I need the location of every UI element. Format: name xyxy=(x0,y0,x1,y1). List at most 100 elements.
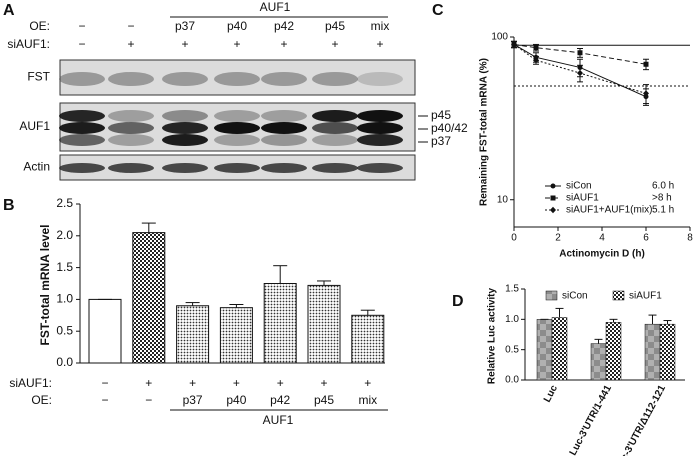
row-value: − xyxy=(78,19,85,33)
legend-marker xyxy=(550,183,556,189)
x-tick-label: 2 xyxy=(555,233,561,244)
bar xyxy=(644,323,661,381)
point xyxy=(643,90,649,97)
band xyxy=(108,163,154,173)
band xyxy=(108,72,154,86)
row-value: + xyxy=(233,376,240,390)
x-tick-label: 8 xyxy=(687,233,693,244)
band xyxy=(261,72,307,86)
band xyxy=(162,163,208,173)
x-tick-label: Luc-3'UTR/Δ112-121 xyxy=(613,383,668,456)
row-value: + xyxy=(181,37,188,51)
isoform-label: p37 xyxy=(431,134,451,148)
bar xyxy=(590,343,607,381)
row-value: + xyxy=(145,376,152,390)
band xyxy=(162,110,208,122)
row-label: siAUF1: xyxy=(7,37,50,51)
row-value: + xyxy=(331,37,338,51)
y-tick-label: 0.0 xyxy=(505,375,519,386)
bar xyxy=(307,284,341,364)
band xyxy=(312,163,358,173)
panel-label: C xyxy=(432,2,444,19)
row-value: p40 xyxy=(226,393,246,407)
row-value: + xyxy=(127,37,134,51)
bar xyxy=(176,305,210,364)
y-tick-label: 2.5 xyxy=(56,196,73,210)
band xyxy=(357,72,403,86)
series-line xyxy=(513,43,647,65)
point xyxy=(577,69,583,77)
series-line xyxy=(513,44,647,98)
y-axis-title: Relative Luc activity xyxy=(487,287,498,384)
row-value: p42 xyxy=(270,393,290,407)
row-value: + xyxy=(189,376,196,390)
legend-value: >8 h xyxy=(652,193,672,204)
band xyxy=(357,110,403,122)
bar xyxy=(551,317,568,381)
x-axis-title: Actinomycin D (h) xyxy=(559,249,645,260)
legend-label: siAUF1+AUF1(mix) xyxy=(566,205,652,216)
bar xyxy=(536,319,553,381)
x-tick-label: 6 xyxy=(643,233,649,244)
row-value: + xyxy=(233,37,240,51)
point xyxy=(533,57,539,64)
legend-label: siCon xyxy=(566,181,592,192)
row-value: p42 xyxy=(274,19,294,33)
row-value: mix xyxy=(358,393,377,407)
band xyxy=(214,122,260,134)
y-tick-label: 1.0 xyxy=(505,314,519,325)
band xyxy=(214,110,260,122)
row-value: p45 xyxy=(325,19,345,33)
legend-label: siAUF1 xyxy=(566,193,599,204)
group-label: AUF1 xyxy=(263,413,294,427)
band xyxy=(261,122,307,134)
band xyxy=(312,122,358,134)
series-line xyxy=(513,44,647,94)
band xyxy=(357,122,403,134)
row-value: p45 xyxy=(314,393,334,407)
band xyxy=(108,122,154,134)
band xyxy=(312,72,358,86)
panel-label: A xyxy=(3,2,15,19)
y-tick-label: 10 xyxy=(497,194,509,205)
y-tick-label: 0.0 xyxy=(56,355,73,369)
row-value: p40 xyxy=(227,19,247,33)
band xyxy=(214,163,260,173)
bar xyxy=(263,283,297,364)
band-label: FST xyxy=(27,70,50,84)
y-tick-label: 1.5 xyxy=(505,284,519,295)
row-label: siAUF1: xyxy=(9,376,52,390)
legend-marker xyxy=(550,206,556,214)
point xyxy=(511,41,517,48)
legend-swatch xyxy=(612,290,625,301)
row-value: + xyxy=(376,37,383,51)
band xyxy=(162,72,208,86)
y-tick-label: 0.5 xyxy=(56,323,73,337)
band xyxy=(357,163,403,173)
y-axis-title: Remaining FST-total mRNA (%) xyxy=(479,58,490,206)
row-label: OE: xyxy=(31,393,52,407)
band xyxy=(357,134,403,146)
bar xyxy=(659,323,676,381)
y-tick-label: 100 xyxy=(491,32,508,43)
band xyxy=(108,134,154,146)
legend-value: 6.0 h xyxy=(652,181,674,192)
legend-value: 5.1 h xyxy=(652,205,674,216)
band xyxy=(261,163,307,173)
row-value: p37 xyxy=(175,19,195,33)
band xyxy=(59,110,105,122)
row-label: OE: xyxy=(29,19,50,33)
band xyxy=(214,134,260,146)
row-value: + xyxy=(364,376,371,390)
x-tick-label: Luc xyxy=(542,383,560,404)
band xyxy=(312,110,358,122)
point xyxy=(533,45,539,51)
panel-label: D xyxy=(452,293,464,310)
band xyxy=(59,163,105,173)
y-tick-label: 1.0 xyxy=(56,292,73,306)
x-tick-label: 4 xyxy=(599,233,605,244)
legend-label: siAUF1 xyxy=(629,291,662,302)
legend-swatch xyxy=(545,290,558,301)
row-value: + xyxy=(280,37,287,51)
row-value: − xyxy=(78,37,85,51)
